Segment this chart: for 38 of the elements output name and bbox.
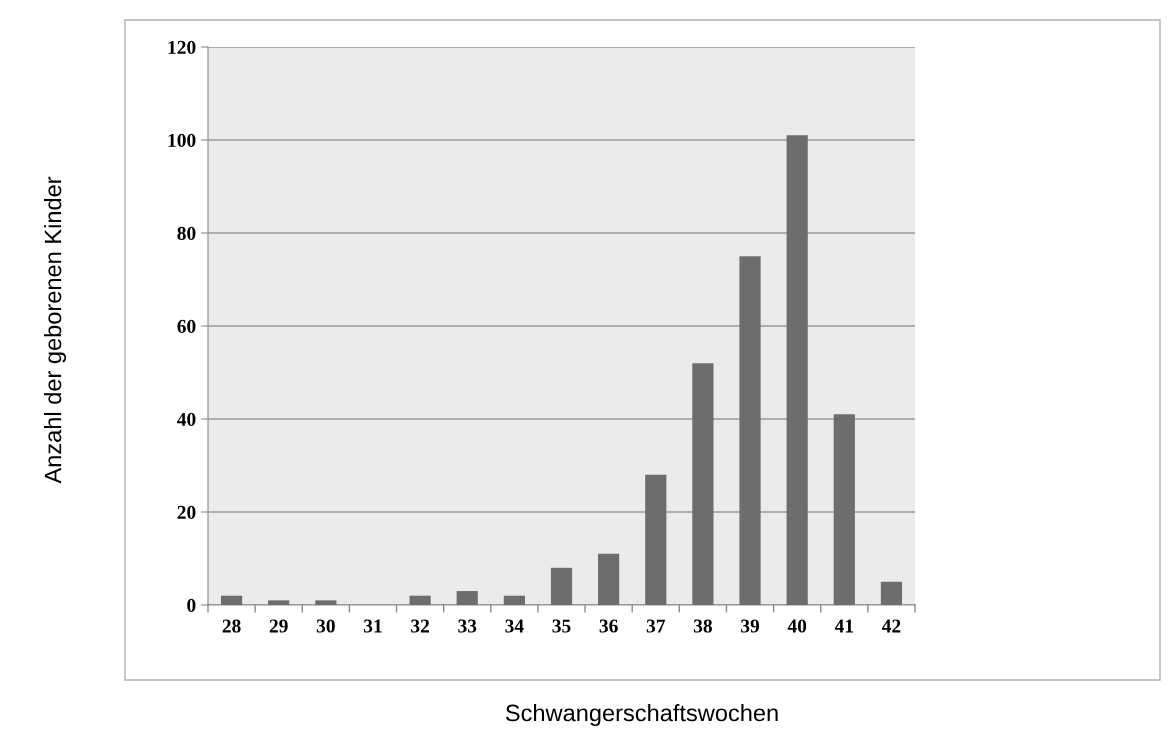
bar xyxy=(315,600,337,605)
y-tick-label: 40 xyxy=(177,412,196,426)
x-tick-label: 35 xyxy=(552,619,571,633)
y-tick-label: 100 xyxy=(168,133,196,147)
bar xyxy=(786,135,808,605)
y-tick-label: 0 xyxy=(187,598,196,612)
x-tick-label: 31 xyxy=(363,619,382,633)
bar xyxy=(739,256,761,605)
x-tick-label: 42 xyxy=(881,619,901,633)
x-tick-label: 40 xyxy=(787,619,807,633)
x-tick-label: 32 xyxy=(411,619,429,633)
y-axis-title: Anzahl der geborenen Kinder xyxy=(44,176,66,484)
x-tick-label: 33 xyxy=(458,619,477,633)
x-tick-label: 41 xyxy=(834,619,854,633)
x-tick-label: 29 xyxy=(269,619,288,633)
bar xyxy=(409,595,431,605)
bar xyxy=(550,567,573,605)
y-tick-label: 60 xyxy=(177,319,196,333)
bar xyxy=(456,591,478,605)
bar xyxy=(598,553,620,605)
y-tick-label: 120 xyxy=(168,40,196,54)
x-tick-label: 34 xyxy=(505,619,524,633)
bar xyxy=(503,595,525,605)
x-tick-label: 36 xyxy=(599,619,618,633)
x-tick-label: 39 xyxy=(741,619,760,633)
x-tick-label: 37 xyxy=(646,619,666,633)
bar xyxy=(880,581,903,605)
x-tick-label: 28 xyxy=(222,619,241,633)
bar xyxy=(833,414,855,605)
y-tick-label: 20 xyxy=(177,505,196,519)
bar xyxy=(220,595,243,605)
y-tick-label: 80 xyxy=(177,226,196,240)
bar xyxy=(268,600,290,605)
bar xyxy=(692,363,714,605)
x-axis-title: Schwangerschaftswochen xyxy=(505,703,778,727)
x-tick-label: 38 xyxy=(693,619,712,633)
x-tick-label: 30 xyxy=(316,619,335,633)
bar xyxy=(645,474,667,605)
